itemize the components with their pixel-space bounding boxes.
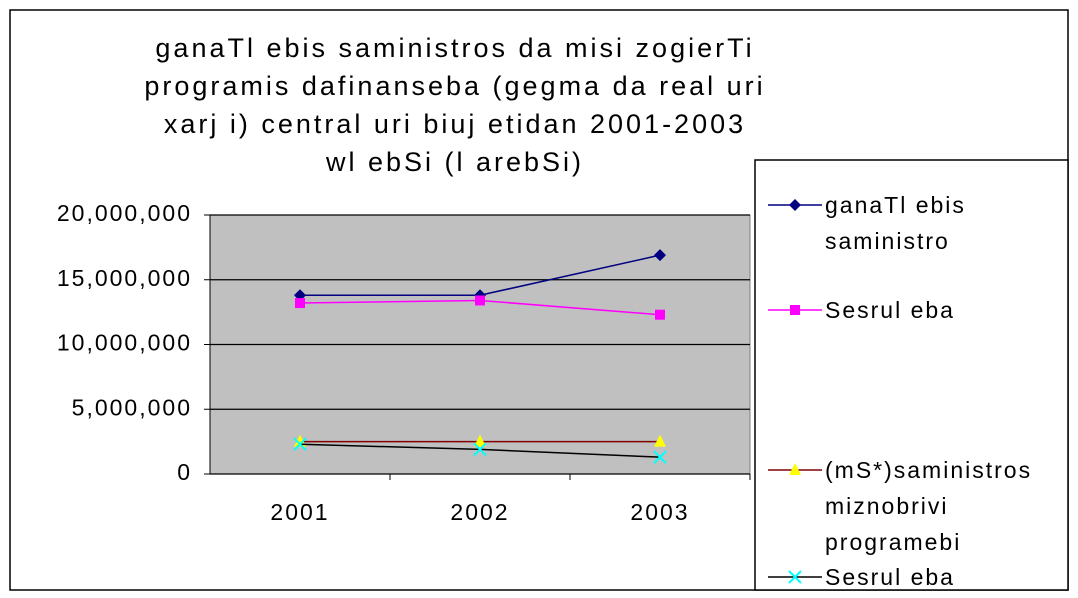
legend-marker xyxy=(789,463,801,475)
data-point xyxy=(473,442,487,457)
y-tick-label: 10,000,000 xyxy=(57,330,192,356)
y-tick-label: 20,000,000 xyxy=(57,200,192,226)
data-point xyxy=(295,298,305,309)
chart-title: xarj i) central uri biuj etidan 2001-200… xyxy=(164,109,746,139)
data-point xyxy=(654,249,666,262)
legend-box xyxy=(754,159,1069,591)
y-tick-label: 15,000,000 xyxy=(57,265,192,291)
x-tick-label: 2003 xyxy=(630,499,689,525)
y-tick-label: 0 xyxy=(177,459,192,485)
legend-label: Sesrul eba xyxy=(825,297,955,323)
x-tick-label: 2002 xyxy=(450,499,509,525)
data-point xyxy=(655,309,665,320)
legend-label: (mS*)saministros miznobrivi programebi xyxy=(825,457,1033,555)
y-tick-label: 5,000,000 xyxy=(72,394,192,420)
data-point xyxy=(474,434,486,447)
data-point xyxy=(293,437,307,451)
legend-label: Sesrul eba xyxy=(825,564,955,590)
chart-title: programis dafinanseba (gegma da real uri xyxy=(144,71,765,101)
data-point xyxy=(654,434,666,447)
legend-label: ganaTl ebis saministro xyxy=(825,192,966,254)
data-point xyxy=(653,450,667,464)
legend-marker xyxy=(788,570,802,584)
data-point xyxy=(475,295,485,306)
chart-title: wl ebSi (l arebSi) xyxy=(325,147,584,177)
chart-title: ganaTl ebis saministros da misi zogierTi xyxy=(155,33,754,63)
legend-marker xyxy=(790,305,800,315)
legend-marker xyxy=(789,199,801,211)
x-tick-label: 2001 xyxy=(270,499,329,525)
